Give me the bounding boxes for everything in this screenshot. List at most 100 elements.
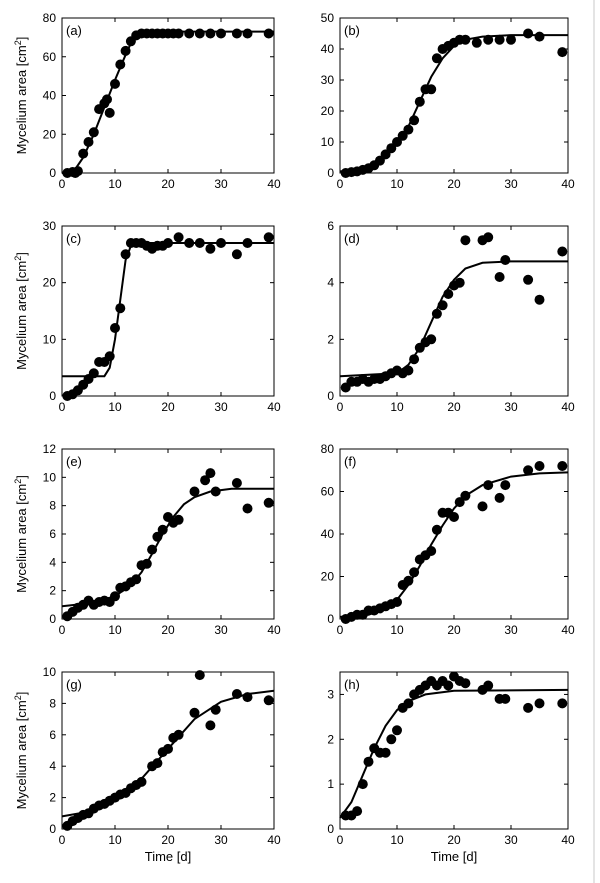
data-point [231,28,242,39]
data-point [231,689,242,699]
data-point [147,544,158,555]
data-point [242,238,253,248]
y-tick-label: 0 [327,612,334,626]
data-point [194,670,205,681]
y-tick-label: 30 [321,73,335,87]
y-tick-label: 40 [43,89,57,103]
y-tick-label: 20 [43,276,57,290]
fit-curve [62,242,274,378]
data-point [210,486,221,497]
x-tick-label: 20 [161,177,175,191]
x-tick-label: 10 [108,177,122,191]
x-tick-label: 30 [504,833,518,847]
data-point [352,806,363,817]
data-point [205,243,216,254]
data-point [184,28,195,39]
y-tick-label: 6 [327,219,334,233]
data-point [386,734,397,745]
data-point [500,480,511,491]
x-tick-label: 10 [108,400,122,414]
data-point [115,59,126,70]
x-tick-label: 10 [108,833,122,847]
data-point [184,238,195,248]
data-point [414,96,425,107]
data-point [494,272,505,282]
y-tick-label: 60 [321,485,335,499]
fit-curve [62,30,274,174]
panel-h: 0 10 20 30 40 0 1 2 3 (h) Time [d] [327,671,575,864]
data-point [403,124,414,135]
data-point [523,28,534,39]
data-point [426,334,437,345]
data-point [431,524,442,535]
data-point [205,720,216,731]
data-point [449,512,459,522]
x-tick-label: 40 [561,177,575,191]
data-point [557,246,568,257]
y-tick-label: 12 [43,442,57,456]
data-point [426,84,437,95]
data-point [500,255,511,265]
data-point [200,475,211,486]
data-point [409,115,420,126]
panel-label: (b) [344,23,360,38]
data-point [194,238,205,248]
y-axis-title: Mycelium area [cm2] [13,692,29,810]
data-point [88,368,99,379]
panel-label: (f) [344,454,356,469]
y-tick-label: 8 [49,499,56,513]
data-point [534,698,545,709]
panel-label: (a) [66,23,82,38]
y-tick-label: 10 [43,470,57,484]
data-point [104,107,115,118]
data-point [523,465,534,476]
data-point [83,137,94,147]
x-tick-label: 30 [504,177,518,191]
y-tick-label: 0 [49,166,56,180]
x-tick-label: 20 [161,623,175,637]
x-tick-label: 20 [161,833,175,847]
data-layer [61,468,274,622]
x-tick-label: 40 [267,623,281,637]
x-tick-label: 30 [504,400,518,414]
x-tick-label: 0 [59,400,66,414]
y-tick-label: 0 [327,166,334,180]
data-point [443,680,454,691]
x-tick-label: 30 [214,400,228,414]
y-tick-label: 0 [49,612,56,626]
x-tick-label: 40 [267,177,281,191]
plot-frame [61,448,275,620]
data-point [494,34,505,45]
data-point [437,300,448,311]
data-point [357,779,368,790]
data-point [460,678,471,689]
data-point [141,558,152,569]
x-tick-label: 20 [447,400,461,414]
data-point [131,574,142,585]
data-point [104,351,115,362]
data-point [380,747,391,758]
data-layer [61,670,275,831]
data-point [483,480,494,491]
x-tick-label: 10 [390,833,404,847]
data-point [173,729,184,740]
x-tick-label: 40 [561,833,575,847]
y-tick-label: 0 [49,822,56,836]
data-point [194,28,205,39]
panel-f: 0 10 20 30 40 0 20 40 60 80 (f) [321,442,575,637]
panel-b: 0 10 20 30 40 0 10 20 30 40 50 (b) [321,11,575,191]
data-point [173,514,184,525]
data-point [460,235,471,246]
y-tick-label: 4 [327,276,334,290]
data-point [189,486,200,497]
data-point [205,28,216,39]
data-point [210,704,221,715]
y-tick-label: 8 [49,696,56,710]
y-tick-label: 30 [43,219,57,233]
data-point [216,238,226,248]
data-point [557,698,568,709]
x-tick-label: 40 [561,400,575,414]
x-tick-label: 30 [214,177,228,191]
x-tick-label: 0 [337,177,344,191]
data-point [242,28,253,39]
